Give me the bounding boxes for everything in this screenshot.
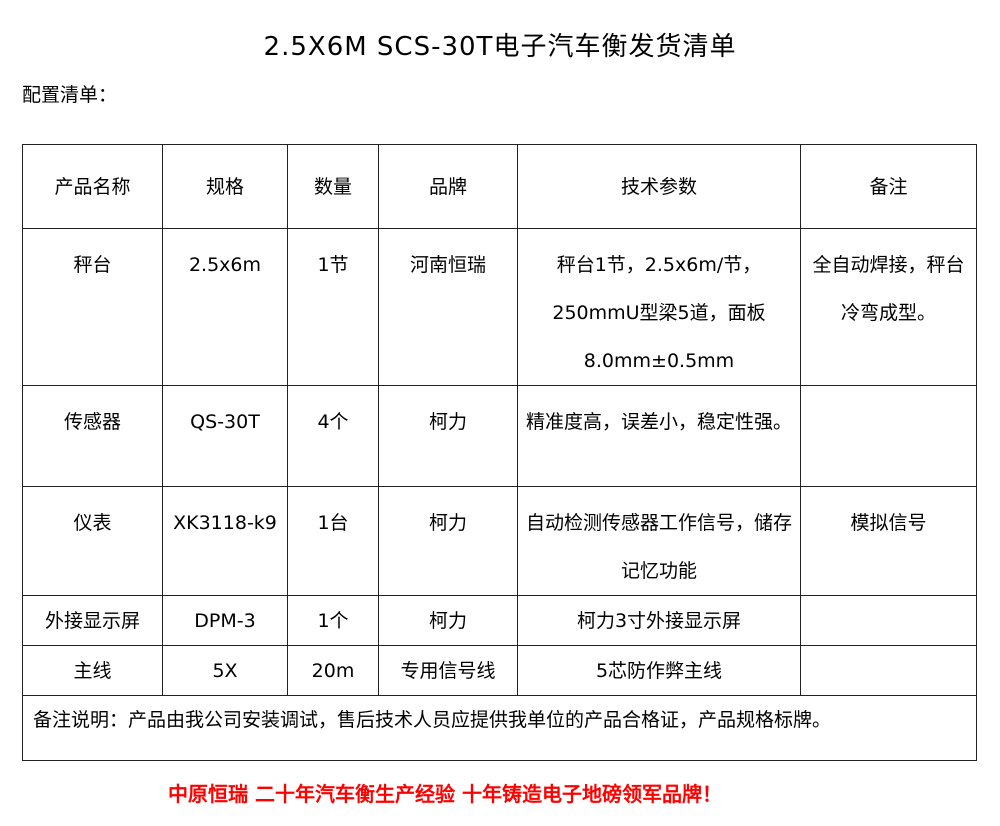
table-cell bbox=[800, 645, 977, 696]
table-cell: 秤台 bbox=[22, 228, 163, 386]
table-cell: 模拟信号 bbox=[800, 486, 977, 596]
note-text: 备注说明：产品由我公司安装调试，售后技术人员应提供我单位的产品合格证，产品规格标… bbox=[22, 695, 977, 761]
header-cell: 规格 bbox=[162, 144, 288, 229]
table-cell: XK3118-k9 bbox=[162, 486, 288, 596]
config-list-label: 配置清单： bbox=[22, 84, 118, 106]
table-cell: 柯力 bbox=[378, 385, 518, 487]
table-cell: 主线 bbox=[22, 645, 163, 696]
header-cell: 品牌 bbox=[378, 144, 518, 229]
table-cell: DPM-3 bbox=[162, 595, 288, 646]
table-cell: 5X bbox=[162, 645, 288, 696]
table-cell: 河南恒瑞 bbox=[378, 228, 518, 386]
note-row: 备注说明：产品由我公司安装调试，售后技术人员应提供我单位的产品合格证，产品规格标… bbox=[22, 695, 977, 761]
table-cell: 1个 bbox=[287, 595, 379, 646]
table-cell: 2.5x6m bbox=[162, 228, 288, 386]
table-cell: 柯力3寸外接显示屏 bbox=[517, 595, 801, 646]
table-cell: 秤台1节，2.5x6m/节，250mmU型梁5道，面板8.0mm±0.5mm bbox=[517, 228, 801, 386]
header-cell: 备注 bbox=[800, 144, 977, 229]
header-cell: 技术参数 bbox=[517, 144, 801, 229]
table-cell: 1台 bbox=[287, 486, 379, 596]
table-row: 外接显示屏 DPM-3 1个 柯力 柯力3寸外接显示屏 bbox=[22, 595, 977, 646]
table-row: 传感器 QS-30T 4个 柯力 精准度高，误差小，稳定性强。 bbox=[22, 385, 977, 487]
table-cell: 柯力 bbox=[378, 595, 518, 646]
table-cell bbox=[800, 595, 977, 646]
page-title: 2.5X6M SCS-30T电子汽车衡发货清单 bbox=[263, 32, 737, 62]
table-row: 仪表 XK3118-k9 1台 柯力 自动检测传感器工作信号，储存记忆功能 模拟信号 bbox=[22, 486, 977, 596]
table-row: 秤台 2.5x6m 1节 河南恒瑞 秤台1节，2.5x6m/节，250mmU型梁5道，面… bbox=[22, 228, 977, 386]
table-cell: 精准度高，误差小，稳定性强。 bbox=[517, 385, 801, 487]
header-cell: 产品名称 bbox=[22, 144, 163, 229]
table-cell: 传感器 bbox=[22, 385, 163, 487]
slogan: 中原恒瑞 二十年汽车衡生产经验 十年铸造电子地磅领军品牌！ bbox=[168, 782, 722, 806]
table-cell: 自动检测传感器工作信号，储存记忆功能 bbox=[517, 486, 801, 596]
table-cell: 1节 bbox=[287, 228, 379, 386]
table-cell: 全自动焊接，秤台冷弯成型。 bbox=[800, 228, 977, 386]
header-cell: 数量 bbox=[287, 144, 379, 229]
table-cell: 4个 bbox=[287, 385, 379, 487]
table-cell bbox=[800, 385, 977, 487]
table-cell: 外接显示屏 bbox=[22, 595, 163, 646]
table-cell: 专用信号线 bbox=[378, 645, 518, 696]
table-cell: 仪表 bbox=[22, 486, 163, 596]
shipping-table: 产品名称 规格 数量 品牌 技术参数 备注 秤台 2.5x6m 1节 河南恒瑞 秤台1节… bbox=[22, 144, 977, 761]
table-cell: 5芯防作弊主线 bbox=[517, 645, 801, 696]
table-header-row: 产品名称 规格 数量 品牌 技术参数 备注 bbox=[22, 144, 977, 229]
table-row: 主线 5X 20m 专用信号线 5芯防作弊主线 bbox=[22, 645, 977, 696]
table-cell: 柯力 bbox=[378, 486, 518, 596]
table-cell: 20m bbox=[287, 645, 379, 696]
table-cell: QS-30T bbox=[162, 385, 288, 487]
